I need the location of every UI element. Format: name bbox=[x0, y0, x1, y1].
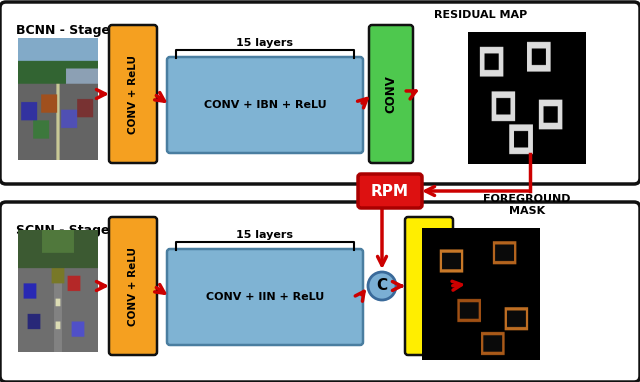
Text: CONV + IBN + ReLU: CONV + IBN + ReLU bbox=[204, 100, 326, 110]
Text: 15 layers: 15 layers bbox=[237, 38, 294, 48]
Text: FOREGROUND
MASK: FOREGROUND MASK bbox=[483, 194, 571, 216]
Text: SCNN - Stage 2: SCNN - Stage 2 bbox=[16, 224, 123, 237]
Text: CONV + IIN + ReLU: CONV + IIN + ReLU bbox=[206, 292, 324, 302]
FancyBboxPatch shape bbox=[167, 249, 363, 345]
FancyBboxPatch shape bbox=[109, 25, 157, 163]
FancyBboxPatch shape bbox=[405, 217, 453, 355]
FancyBboxPatch shape bbox=[0, 202, 640, 382]
Circle shape bbox=[368, 272, 396, 300]
FancyBboxPatch shape bbox=[369, 25, 413, 163]
Text: CONV: CONV bbox=[385, 75, 397, 113]
FancyBboxPatch shape bbox=[167, 57, 363, 153]
Text: BCNN - Stage 1: BCNN - Stage 1 bbox=[16, 24, 123, 37]
FancyBboxPatch shape bbox=[0, 2, 640, 184]
Text: CONV + SIGM: CONV + SIGM bbox=[424, 248, 434, 324]
Text: RPM: RPM bbox=[371, 183, 409, 199]
Text: RESIDUAL MAP: RESIDUAL MAP bbox=[435, 10, 527, 20]
Text: 15 layers: 15 layers bbox=[237, 230, 294, 240]
Text: CONV + ReLU: CONV + ReLU bbox=[128, 55, 138, 133]
FancyBboxPatch shape bbox=[358, 174, 422, 208]
Text: C: C bbox=[376, 278, 388, 293]
FancyBboxPatch shape bbox=[109, 217, 157, 355]
Text: CONV + ReLU: CONV + ReLU bbox=[128, 246, 138, 325]
